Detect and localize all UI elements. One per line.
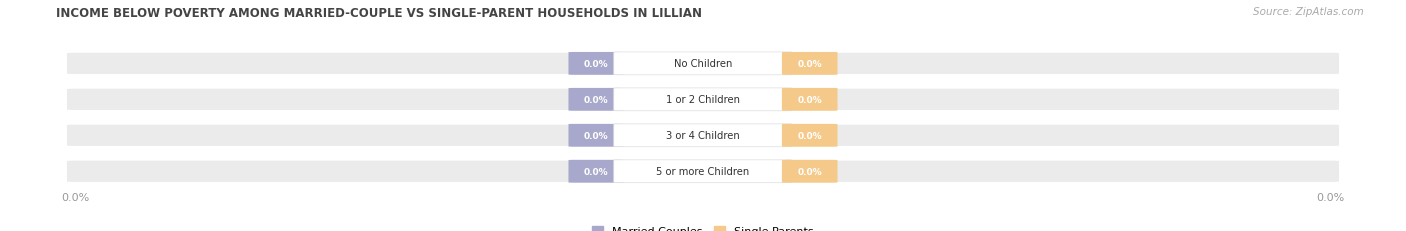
- FancyBboxPatch shape: [66, 52, 1340, 76]
- Text: 3 or 4 Children: 3 or 4 Children: [666, 131, 740, 141]
- FancyBboxPatch shape: [66, 160, 1340, 183]
- Text: 0.0%: 0.0%: [797, 131, 823, 140]
- FancyBboxPatch shape: [782, 88, 838, 111]
- Text: 0.0%: 0.0%: [583, 131, 609, 140]
- Text: No Children: No Children: [673, 59, 733, 69]
- FancyBboxPatch shape: [66, 124, 1340, 147]
- FancyBboxPatch shape: [568, 160, 624, 183]
- FancyBboxPatch shape: [782, 124, 838, 147]
- Text: 1 or 2 Children: 1 or 2 Children: [666, 95, 740, 105]
- FancyBboxPatch shape: [614, 53, 792, 76]
- Text: 0.0%: 0.0%: [797, 167, 823, 176]
- Text: 0.0%: 0.0%: [797, 95, 823, 104]
- Text: 0.0%: 0.0%: [797, 60, 823, 69]
- FancyBboxPatch shape: [614, 88, 792, 111]
- FancyBboxPatch shape: [782, 160, 838, 183]
- FancyBboxPatch shape: [568, 124, 624, 147]
- Legend: Married Couples, Single Parents: Married Couples, Single Parents: [591, 223, 815, 231]
- Text: 5 or more Children: 5 or more Children: [657, 167, 749, 176]
- FancyBboxPatch shape: [782, 53, 838, 76]
- FancyBboxPatch shape: [614, 160, 792, 183]
- FancyBboxPatch shape: [614, 124, 792, 147]
- Text: 0.0%: 0.0%: [583, 95, 609, 104]
- FancyBboxPatch shape: [568, 53, 624, 76]
- Text: Source: ZipAtlas.com: Source: ZipAtlas.com: [1253, 7, 1364, 17]
- Text: INCOME BELOW POVERTY AMONG MARRIED-COUPLE VS SINGLE-PARENT HOUSEHOLDS IN LILLIAN: INCOME BELOW POVERTY AMONG MARRIED-COUPL…: [56, 7, 702, 20]
- FancyBboxPatch shape: [568, 88, 624, 111]
- Text: 0.0%: 0.0%: [583, 167, 609, 176]
- FancyBboxPatch shape: [66, 88, 1340, 112]
- Text: 0.0%: 0.0%: [583, 60, 609, 69]
